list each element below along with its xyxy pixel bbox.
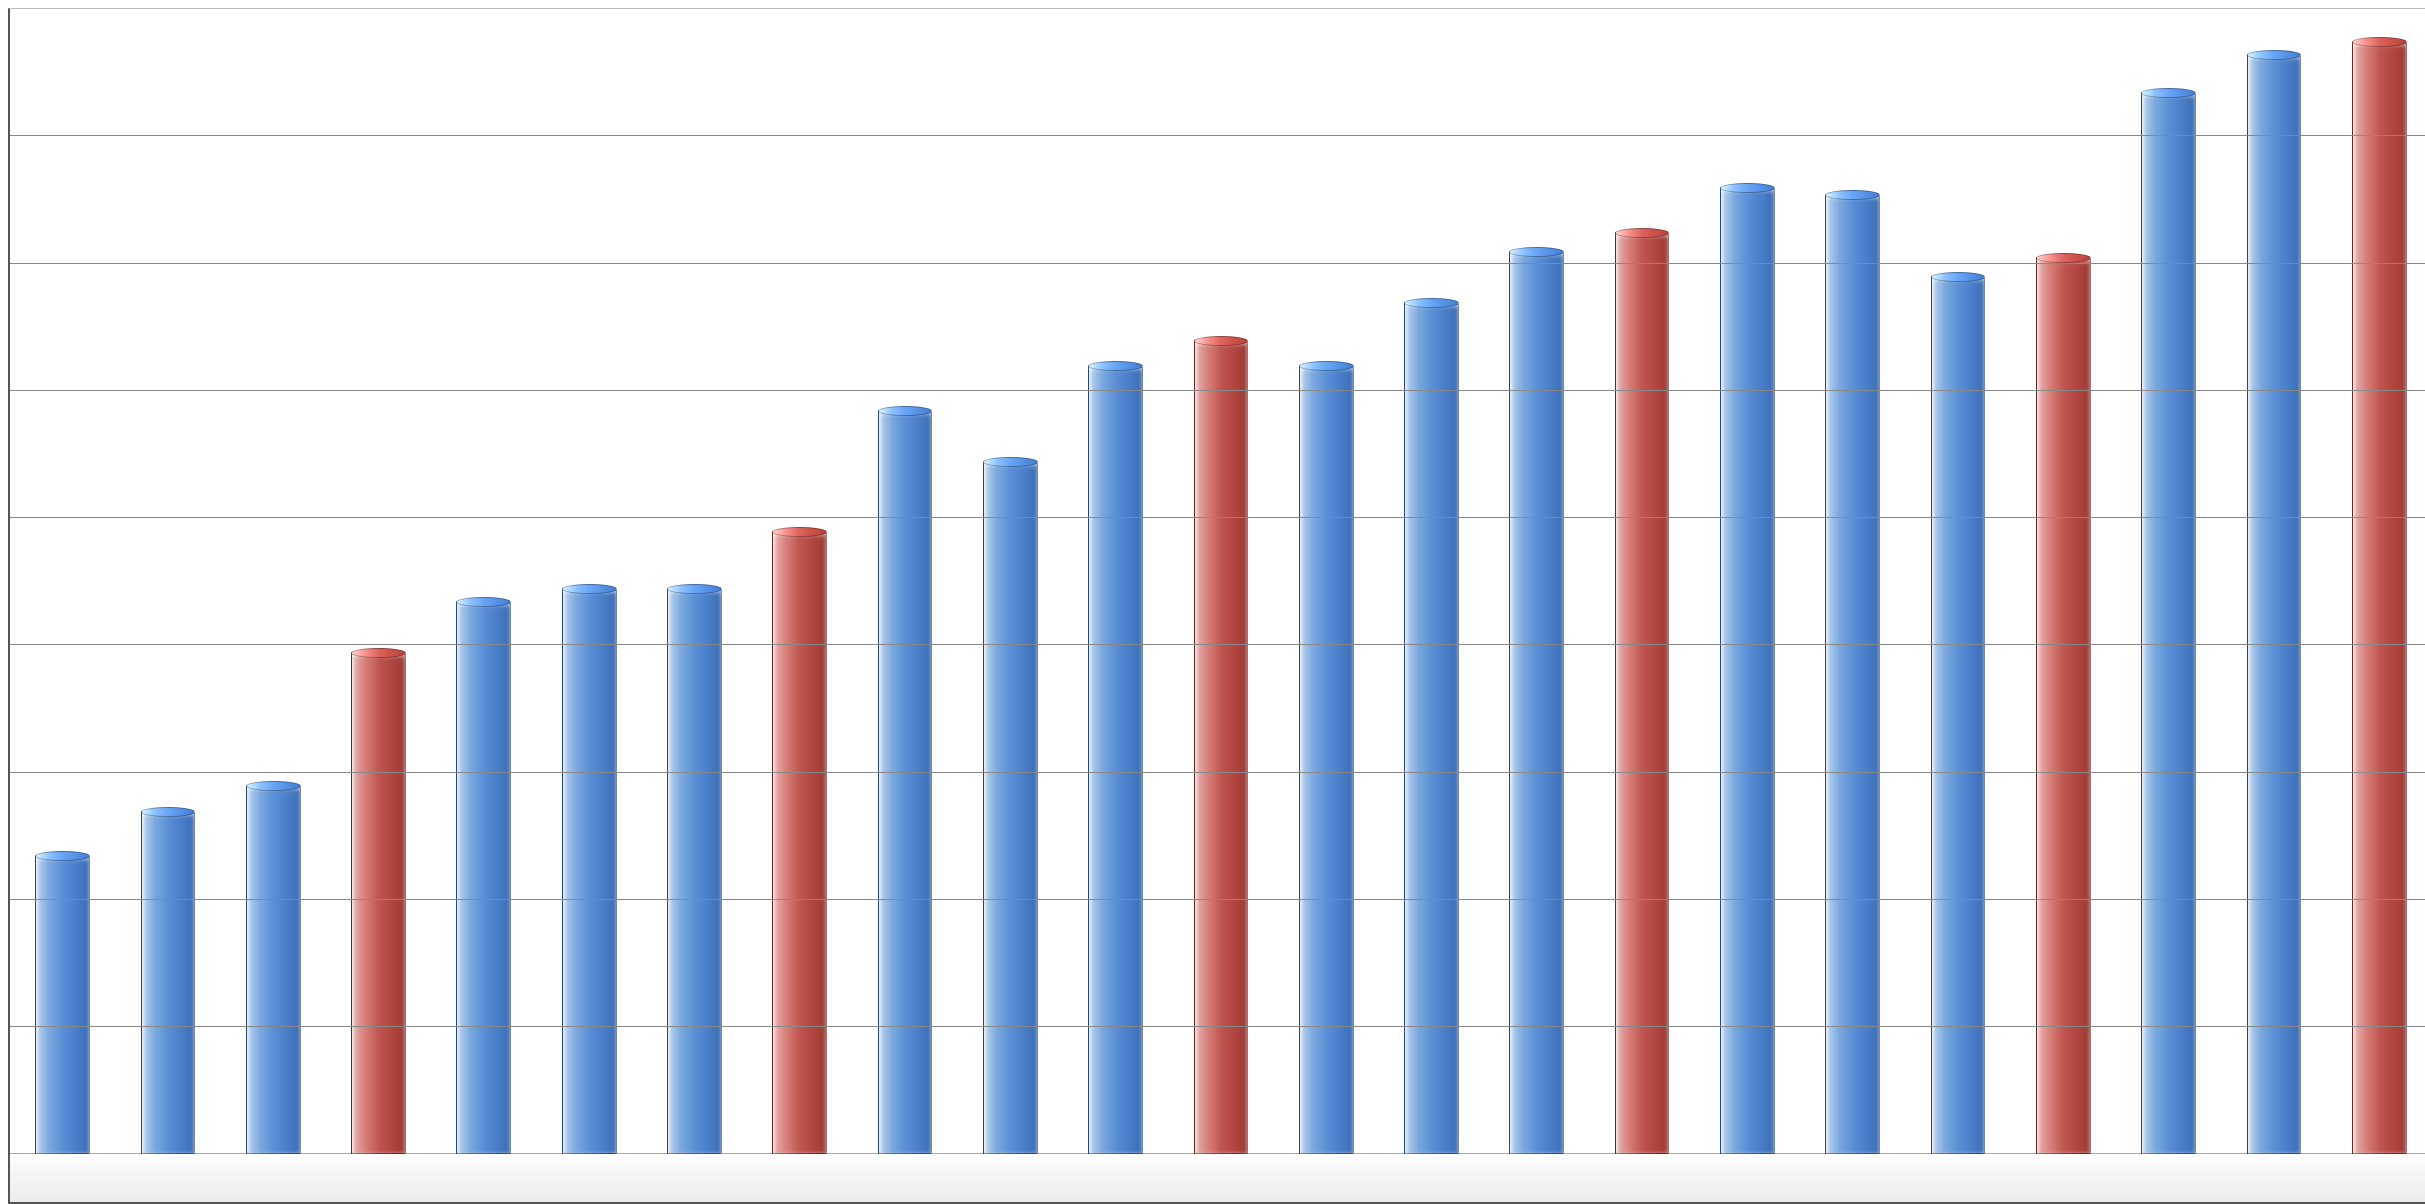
bar [1931,276,1986,1154]
bar [1194,340,1249,1154]
bar [772,531,827,1155]
bar [141,811,196,1155]
bar [1088,365,1143,1154]
bar [456,601,511,1155]
bar [983,461,1038,1155]
bar-chart [8,8,2425,1204]
bar [1509,251,1564,1154]
chart-floor [10,1153,2425,1202]
bar [878,410,933,1154]
bar [562,588,617,1154]
bar [2036,257,2091,1154]
chart-plot-area [10,9,2425,1154]
bar [1615,232,1670,1155]
bar [246,785,301,1154]
bar [35,855,90,1154]
bar [667,588,722,1154]
bar [2247,54,2302,1155]
bar [1825,194,1880,1155]
bar [1299,365,1354,1154]
bar [351,652,406,1155]
bar [2352,41,2407,1154]
bar [1720,187,1775,1154]
bar [1404,302,1459,1155]
bar [2141,92,2196,1155]
